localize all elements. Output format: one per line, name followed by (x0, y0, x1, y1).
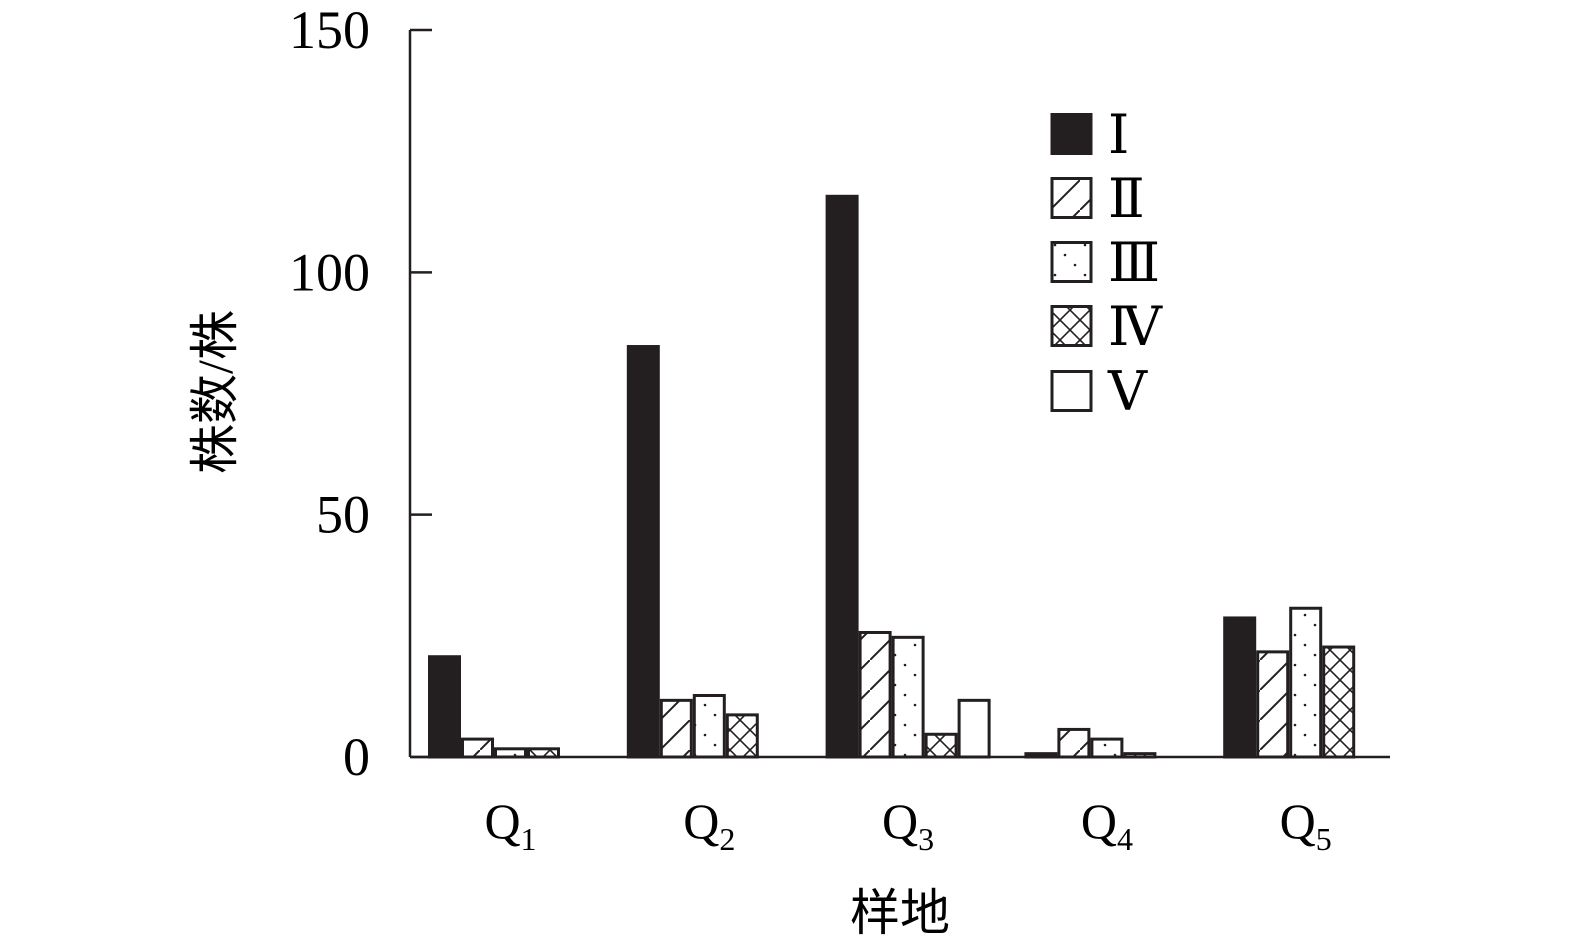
bar (659, 698, 693, 759)
legend-swatch (1050, 370, 1093, 412)
bar (957, 698, 991, 759)
bar (858, 630, 892, 759)
bar (1123, 752, 1157, 759)
x-tick-label: Q5 (1280, 793, 1332, 857)
legend-swatch (1050, 241, 1093, 283)
bar (626, 345, 660, 759)
y-tick-label: 100 (289, 242, 370, 302)
bar (1322, 645, 1356, 759)
legend-label: Ⅱ (1108, 169, 1145, 229)
legend-label: Ⅳ (1108, 297, 1163, 357)
y-axis-label: 株数/株 (187, 310, 243, 474)
bar (725, 713, 759, 759)
legend-label: Ⅲ (1108, 233, 1160, 293)
x-tick-label: Q2 (683, 793, 735, 857)
bar (494, 747, 527, 759)
bar (1289, 606, 1323, 759)
x-tick-label: Q1 (484, 793, 536, 857)
bar (825, 194, 859, 759)
bar (1256, 650, 1290, 759)
bar (527, 747, 560, 759)
bar (1223, 616, 1257, 759)
axes: 0 50 100 150 (289, 0, 1390, 787)
bars: Q1 Q2 Q3 Q4 Q5 (428, 194, 1356, 857)
bar (428, 655, 461, 759)
y-tick-label: 0 (343, 727, 370, 787)
bar (924, 732, 958, 759)
x-tick-label: Q3 (882, 793, 934, 857)
y-tick-label: 150 (289, 0, 370, 60)
y-tick-label: 50 (316, 485, 370, 545)
legend-label: Ⅰ (1108, 105, 1129, 165)
legend-swatch (1050, 305, 1093, 347)
bar (1024, 752, 1058, 759)
bar (1090, 737, 1124, 759)
x-axis-label: 样地 (850, 885, 950, 941)
x-tick-label: Q4 (1081, 793, 1133, 857)
bar (891, 635, 925, 759)
legend-label: Ⅴ (1107, 362, 1148, 422)
legend-swatch (1050, 177, 1093, 219)
bar (1057, 727, 1091, 759)
legend-swatch (1050, 113, 1093, 155)
bar (461, 737, 494, 759)
bar (692, 693, 726, 759)
